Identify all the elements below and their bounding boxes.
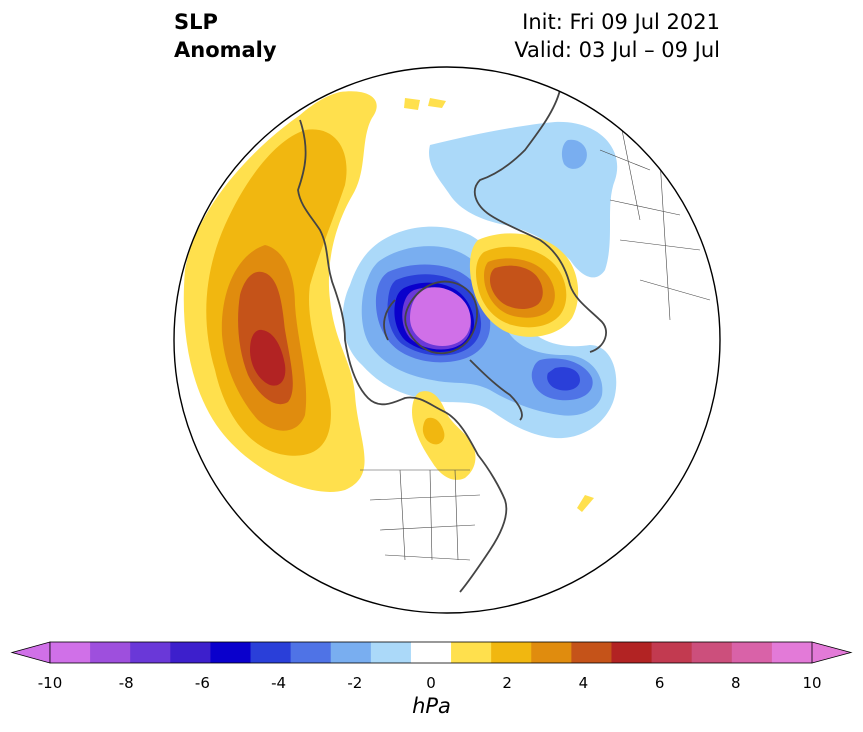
coastline-greenland [404,280,478,355]
colorbar-segment [451,642,492,663]
colorbar-segment [170,642,211,663]
colorbar [10,641,853,664]
colorbar-segment [210,642,252,663]
colorbar-extend-high [811,641,853,664]
colorbar-tick-label: 6 [654,674,665,692]
colorbar-tick-label: 8 [731,674,741,692]
colorbar-tick-label: -8 [118,674,134,692]
colorbar-tick-label: 4 [578,674,589,692]
colorbar-segment [370,642,412,663]
colorbar-segment [410,642,452,663]
anomaly-patch-top-2 [428,98,446,108]
colorbar-extend-low [10,641,51,664]
colorbar-segment [731,642,773,663]
colorbar-segment [771,642,813,663]
colorbar-segment [611,642,653,663]
colorbar-segment [691,642,733,663]
colorbar-tick-label: 2 [502,674,512,692]
anomaly-patch-atlantic [577,495,594,512]
colorbar-segment [571,642,612,663]
colorbar-segment [90,642,131,663]
colorbar-unit-label: hPa [412,694,451,718]
colorbar-tick-label: -2 [347,674,363,692]
colorbar-segment [651,642,693,663]
anomaly-high-east-4 [490,265,543,310]
colorbar-tick-label: -6 [194,674,210,692]
polar-map [173,66,721,614]
anomaly-patch-top-1 [404,98,420,110]
colorbar-segment [130,642,171,663]
anomaly-high-west-5 [250,329,286,386]
colorbar-frame [49,641,813,664]
colorbar-tick-label: -4 [271,674,287,692]
coastline-arctic-islands [383,299,523,421]
init-date: Init: Fri 09 Jul 2021 [522,10,720,34]
colorbar-segment [50,642,91,663]
title-variable: SLP [174,10,218,34]
colorbar-tick-label: -10 [37,674,63,692]
map-title: SLP Anomaly [174,8,277,64]
anomaly-low-arctic-core [410,287,471,346]
colorbar-segment [250,642,292,663]
colorbar-tick-label: 0 [426,674,436,692]
title-type: Anomaly [174,38,277,62]
colorbar-tick-label: 10 [802,674,822,692]
map-dates: Init: Fri 09 Jul 2021 Valid: 03 Jul – 09… [514,8,720,64]
borders-eurasia [599,119,711,321]
anomaly-high-canada-core [422,417,445,445]
coastline-north-america [297,119,508,593]
anomaly-low-eurasia-core [561,139,587,169]
coastline-eurasia [473,89,607,353]
colorbar-segment [531,642,572,663]
valid-range: Valid: 03 Jul – 09 Jul [514,38,720,62]
colorbar-segment [290,642,332,663]
colorbar-segment [330,642,372,663]
borders-north-america [360,469,481,561]
globe-outline [173,66,721,614]
colorbar-segment [491,642,532,663]
